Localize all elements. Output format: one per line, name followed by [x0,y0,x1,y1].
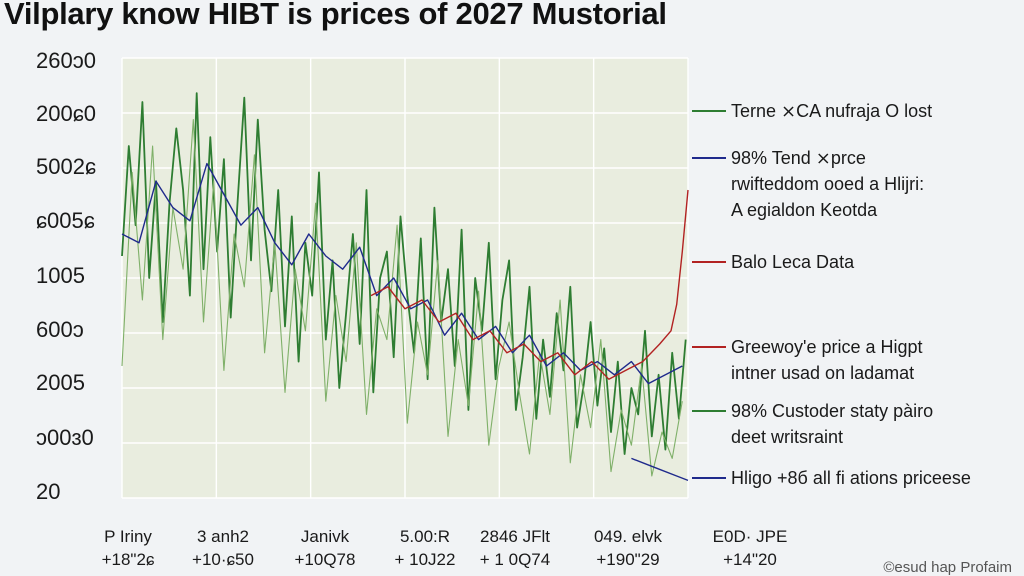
legend-label: Terne ⨯CA nufraja O lost [731,101,932,121]
x-tick-label: P Iriny [104,527,152,546]
legend-label: rwifteddom ooed a Hlijri: [731,174,924,194]
x-tick-label: 3 anh2 [197,527,249,546]
series-layer [121,92,689,482]
y-tick-label: 260ɔ0 [36,48,96,73]
x-tick-sublabel: +190"29 [596,550,659,569]
x-axis: P Iriny +18"2ɕ 3 anh2 +10·ɕ50 Janivk +10Q78 5.… [102,527,788,569]
y-tick-label: 20 [36,479,60,504]
x-tick-label: 049. elvk [594,527,663,546]
legend-label: intner usad on ladamat [731,363,914,383]
legend-label: 98% Custoder staty pàiro [731,401,933,421]
y-tick-label: 200ɕ0 [36,101,96,126]
legend-label: Balo Leca Data [731,252,855,272]
series-line [121,119,683,477]
series-line [121,162,683,385]
watermark: ©esud hap Profaim [883,559,1012,576]
x-tick-label: 2846 JFlt [480,527,550,546]
x-tick-sublabel: +18"2ɕ [102,550,155,569]
x-tick-sublabel: + 1 0Q74 [480,550,550,569]
series-line [370,189,689,380]
x-tick-label: Janivk [301,527,350,546]
chart-title: Vilplary know HIBT is prices of 2027 Mus… [4,0,667,31]
y-tick-label: 1005 [36,263,85,288]
y-tick-label: ɕ005ɕ [36,208,95,233]
y-tick-label: 5002ɕ [36,154,96,179]
x-tick-sublabel: +14"20 [723,550,777,569]
series-line [631,457,689,482]
x-tick-sublabel: +10Q78 [295,550,356,569]
x-tick-sublabel: +10·ɕ50 [192,550,254,569]
y-tick-label: 2005 [36,370,85,395]
y-axis: 260ɔ0 200ɕ0 5002ɕ ɕ005ɕ 1005 600ɔ 2005 ɔ00ɜ0 20 [36,48,96,504]
legend: Terne ⨯CA nufraja O lost 98% Tend ⨯prce rw… [692,101,971,488]
y-tick-label: ɔ00ɜ0 [36,425,94,450]
legend-label: A egialdon Keotda [731,200,878,220]
y-tick-label: 600ɔ [36,317,84,342]
x-tick-label: E0D· JPE [713,527,788,546]
legend-label: Greewoy'e price a Higpt [731,337,923,357]
legend-label: deet writsraint [731,427,843,447]
legend-label: Hligo +8б all fi ations priceese [731,468,971,488]
x-tick-label: 5.00:R [400,527,450,546]
x-tick-sublabel: + 10J22 [395,550,456,569]
legend-label: 98% Tend ⨯prce [731,148,866,168]
